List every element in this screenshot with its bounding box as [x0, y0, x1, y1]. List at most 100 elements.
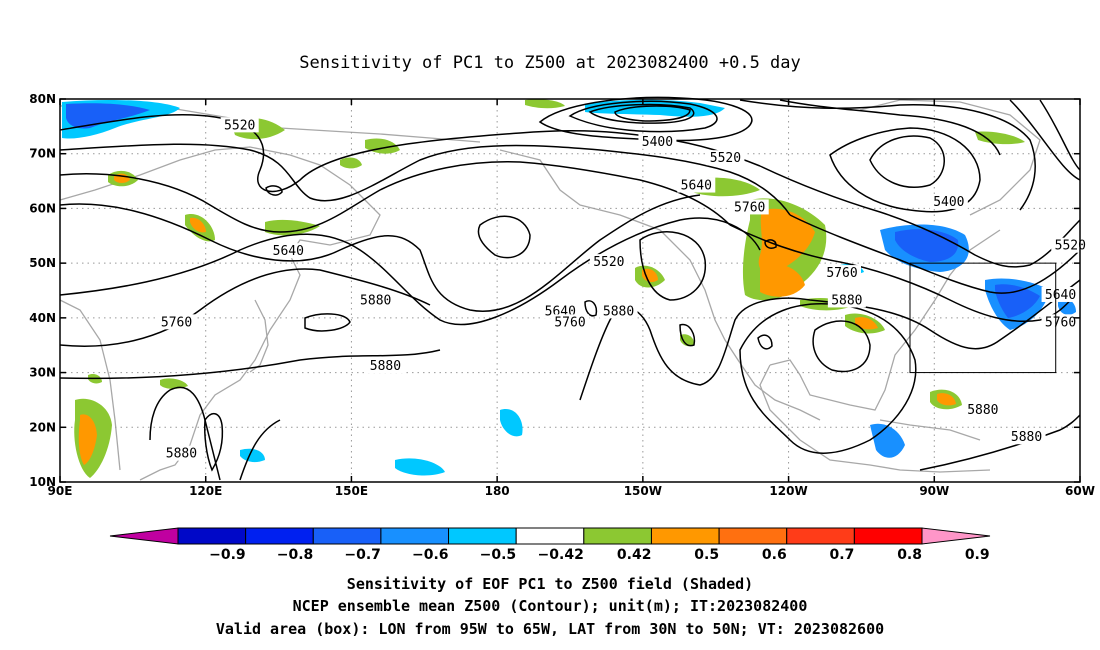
coastline-greenland: [859, 99, 1041, 216]
colorbar-label: −0.42: [538, 547, 584, 563]
lat-tick-label: 20N: [29, 420, 56, 434]
lon-tick-label: 180: [485, 484, 510, 498]
contour-label-bg: [356, 292, 395, 308]
colorbar-swatch: [718, 527, 788, 545]
colorbar-label: 0.7: [830, 547, 855, 563]
colorbar-swatch: [448, 527, 517, 545]
shade-blob: [855, 317, 878, 330]
contour-line: [584, 300, 598, 317]
contour-label-bg: [269, 243, 308, 259]
contour-line: [812, 320, 871, 373]
colorbar-label: 0.5: [694, 547, 719, 563]
shade-blob: [395, 458, 445, 476]
contour-label-bg: [599, 303, 638, 319]
colorbar-triangle-low: [109, 527, 179, 545]
contour-label-bg: [706, 150, 745, 166]
colorbar-swatch: [380, 527, 450, 545]
contour-line: [588, 103, 695, 124]
shade-blob: [66, 103, 150, 129]
shade-blob: [680, 334, 695, 347]
map-background: [60, 99, 1080, 482]
colorbar-swatch: [245, 527, 314, 545]
lat-tick-label: 30N: [29, 366, 56, 380]
contour-label: 5400: [642, 135, 673, 150]
contour-label: 5640: [1045, 288, 1076, 303]
shade-blob: [525, 99, 565, 109]
shade-blob: [870, 423, 905, 458]
contour-line: [204, 413, 224, 472]
axis-ticks: [59, 98, 1081, 483]
colorbar-swatch: [515, 527, 585, 545]
contour-label-bg: [730, 199, 769, 215]
contour-line: [149, 386, 221, 481]
contour-line: [477, 215, 531, 259]
colorbar-swatch: [312, 527, 382, 545]
shade-blob: [758, 208, 815, 274]
contour-label: 5520: [1055, 239, 1086, 254]
contour-label-bg: [1041, 286, 1080, 302]
figure-title: Sensitivity of PC1 to Z500 at 2023082400…: [299, 53, 801, 73]
map-frame: [59, 98, 1081, 483]
contour-line: [59, 194, 701, 313]
contour-line: [304, 313, 351, 332]
shade-blob: [760, 263, 805, 297]
map-panel: 5520 5400 5520 5640 5760 5400 5520 5640 5520 5760…: [29, 92, 1095, 498]
shade-blob: [160, 378, 188, 389]
contour-label-bg: [823, 265, 861, 281]
contour-label: 5760: [1045, 315, 1076, 330]
contour-line: [919, 414, 1081, 471]
colorbar-label: −0.5: [480, 547, 517, 563]
contour-line: [779, 99, 1001, 156]
contour-label-bg: [1041, 314, 1080, 330]
lat-tick-label: 10N: [29, 475, 56, 489]
contour-label: 5760: [826, 266, 857, 281]
caption-line-3: Valid area (box): LON from 95W to 65W, L…: [216, 620, 884, 638]
lon-tick-label: 90E: [48, 484, 73, 498]
contour-line: [679, 323, 696, 347]
contour-label-bg: [162, 445, 201, 461]
lon-tick-label: 120W: [769, 484, 807, 498]
contour-labels: 5520 5400 5520 5640 5760 5400 5520 5640 5520 5760…: [157, 117, 1090, 462]
caption-line-2: NCEP ensemble mean Z500 (Contour); unit(…: [293, 597, 808, 615]
lat-tick-label: 60N: [29, 201, 56, 215]
contour-label-bg: [220, 117, 259, 133]
coastline-gulf: [759, 364, 991, 473]
contour-label: 5520: [593, 255, 624, 270]
lat-tick-label: 70N: [29, 147, 56, 161]
contour-line: [59, 349, 441, 380]
caption-line-1: Sensitivity of EOF PC1 to Z500 field (Sh…: [347, 575, 753, 593]
contour-label: 5880: [1011, 430, 1042, 445]
colorbar-swatch: [583, 527, 652, 545]
lon-tick-label: 60W: [1065, 484, 1095, 498]
contour-line: [789, 214, 1081, 294]
coastline-north-america-west: [659, 229, 821, 421]
shade-blob: [642, 268, 658, 283]
shade-blob: [937, 393, 956, 406]
shade-blob: [190, 217, 206, 233]
lon-tick-label: 150W: [624, 484, 662, 498]
contour-line: [265, 185, 283, 196]
contour-line: [759, 165, 1081, 268]
contour-line: [829, 127, 981, 213]
colorbar-label: −0.7: [344, 547, 381, 563]
contour-line: [739, 99, 1036, 211]
lat-tick-label: 50N: [29, 256, 56, 270]
contour-line: [614, 105, 691, 122]
contour-line: [568, 100, 718, 133]
contour-line: [59, 161, 731, 233]
contour-label: 5400: [933, 195, 964, 210]
contour-line: [639, 231, 706, 301]
contour-label: 5520: [710, 151, 741, 166]
contour-label: 5760: [554, 315, 585, 330]
colorbar-triangle-high: [921, 527, 991, 545]
colorbar-swatch: [177, 527, 247, 545]
contour-label-bg: [827, 292, 866, 308]
shade-blob: [78, 414, 97, 465]
contour-line: [59, 268, 431, 347]
colorbar-label: 0.8: [897, 547, 922, 563]
lon-tick-label: 120E: [189, 484, 222, 498]
colorbar-swatch: [650, 527, 720, 545]
contour-line: [869, 135, 945, 188]
